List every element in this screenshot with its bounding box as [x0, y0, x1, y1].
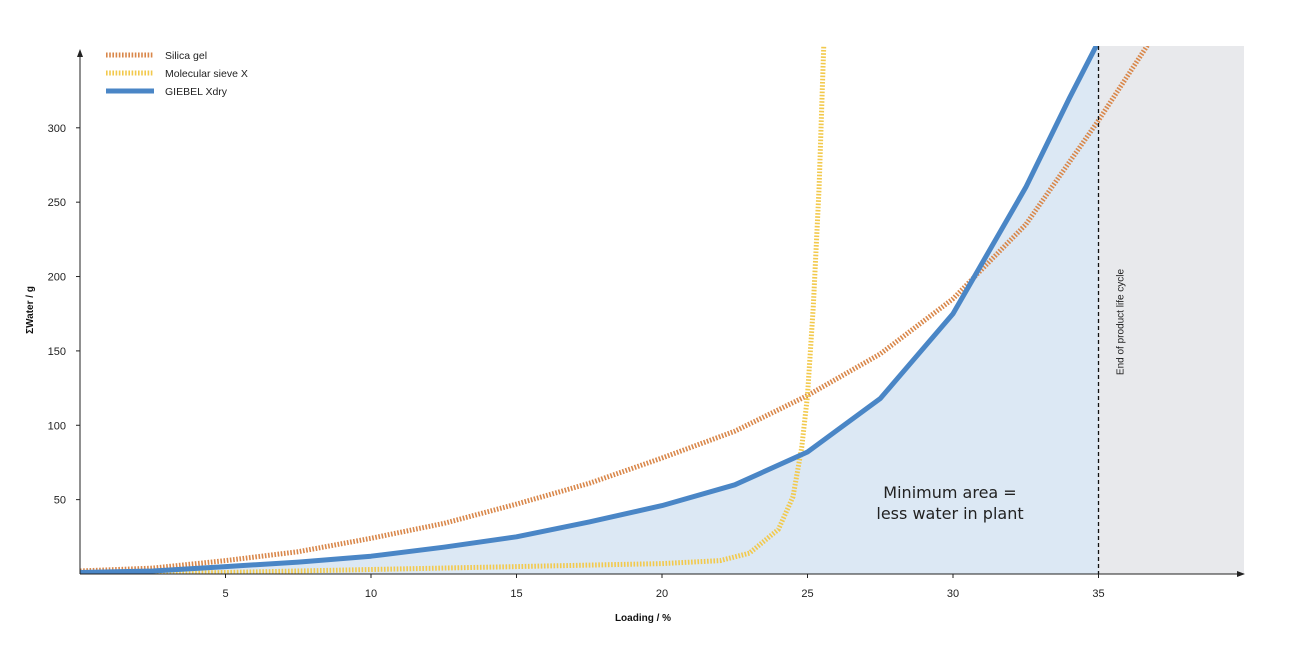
end-of-life-label: End of product life cycle — [1116, 268, 1127, 375]
x-tick-label: 15 — [510, 588, 522, 600]
giebel-area-fill — [80, 46, 1099, 574]
y-axis-title: ΣWater / g — [25, 286, 36, 334]
legend-silica-gel-label: Silica gel — [165, 50, 207, 62]
x-tick-label: 25 — [801, 588, 813, 600]
x-axis-title: Loading / % — [615, 613, 671, 624]
annotation-line-2: less water in plant — [876, 504, 1023, 523]
silica-gel-line — [80, 46, 1150, 574]
x-tick-label: 20 — [656, 588, 668, 600]
giebel-xdry-line — [80, 46, 1099, 574]
x-tick-label: 30 — [947, 588, 959, 600]
y-tick-label: 200 — [48, 272, 66, 284]
molecular-sieve-line — [80, 46, 827, 574]
x-tick-label: 5 — [222, 588, 228, 600]
legend-giebel-xdry-label: GIEBEL Xdry — [165, 86, 228, 98]
x-tick-label: 10 — [365, 588, 377, 600]
y-tick-label: 300 — [48, 123, 66, 135]
y-tick-label: 100 — [48, 420, 66, 432]
y-axis-arrow — [77, 49, 83, 57]
annotation-line-1: Minimum area = — [883, 483, 1016, 502]
x-axis-arrow — [1237, 571, 1245, 577]
legend-molecular-sieve-label: Molecular sieve X — [165, 68, 248, 80]
y-tick-label: 150 — [48, 346, 66, 358]
x-tick-label: 35 — [1092, 588, 1104, 600]
y-tick-label: 250 — [48, 197, 66, 209]
end-of-life-region — [1098, 46, 1244, 574]
y-tick-label: 50 — [54, 495, 66, 507]
